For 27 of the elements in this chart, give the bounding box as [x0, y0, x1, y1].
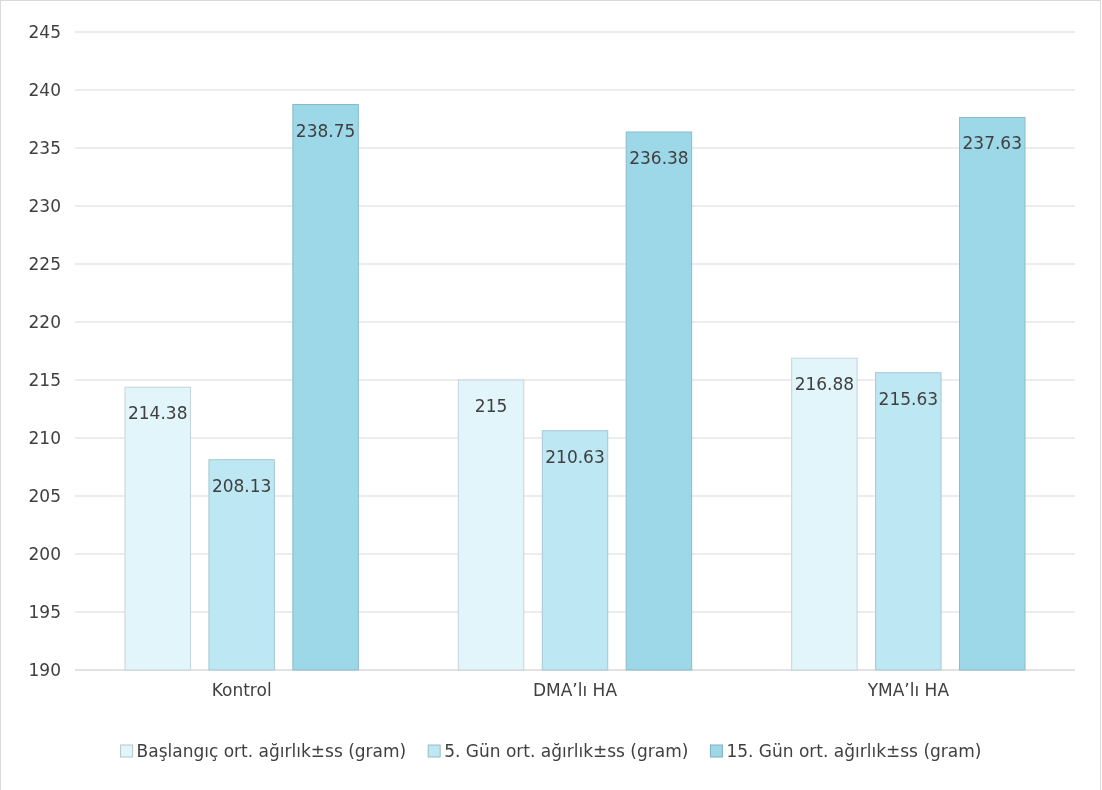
x-tick-label: DMA’lı HA: [532, 680, 618, 701]
y-tick-label: 230: [28, 195, 61, 216]
data-label: 236.38: [629, 147, 689, 168]
legend-label: 15. Gün ort. ağırlık±ss (gram): [726, 741, 982, 761]
y-tick-label: 220: [28, 311, 61, 332]
y-tick-label: 240: [28, 79, 61, 100]
data-label: 208.13: [211, 475, 272, 496]
data-label: 215: [474, 396, 508, 416]
y-tick-label: 215: [28, 369, 61, 390]
data-label: 216.88: [794, 374, 855, 395]
data-label: 238.75: [295, 120, 356, 141]
y-tick-label: 245: [28, 21, 61, 42]
x-tick-label: YMA’lı HA: [866, 680, 950, 701]
y-tick-label: 225: [28, 253, 61, 274]
y-tick-label: 210: [28, 427, 61, 448]
data-label: 214.38: [127, 403, 188, 424]
y-tick-label: 190: [28, 659, 61, 680]
data-label: 237.63: [962, 133, 1023, 154]
y-tick-label: 235: [28, 137, 61, 158]
legend-label: Başlangıç ort. ağırlık±ss (gram): [136, 741, 407, 761]
data-label: 215.63: [878, 388, 939, 409]
y-tick-label: 205: [28, 485, 61, 506]
data-label: 210.63: [545, 446, 605, 467]
legend-label: 5. Gün ort. ağırlık±ss (gram): [444, 741, 689, 761]
y-tick-label: 195: [28, 601, 61, 622]
x-tick-label: Kontrol: [211, 680, 272, 701]
y-tick-label: 200: [28, 543, 61, 564]
